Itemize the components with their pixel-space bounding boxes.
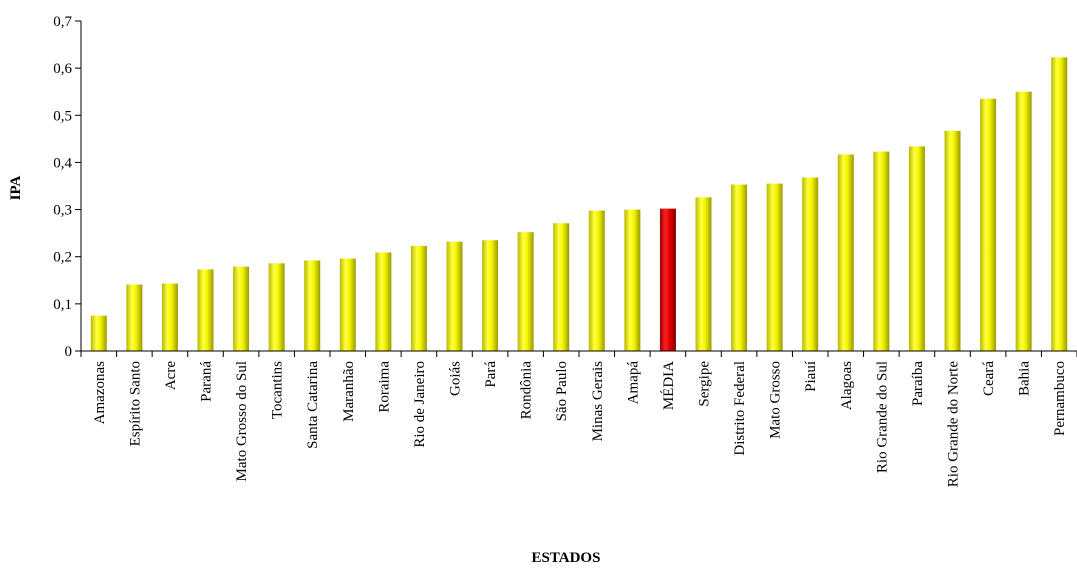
x-category-label: Bahia [1017,361,1033,396]
x-category-label: Espírito Santo [127,361,143,446]
y-axis-ticks: 0 0,1 0,2 0,3 0,4 0,5 0,6 0,7 [53,14,81,360]
bar [1015,91,1032,351]
bar [304,260,321,351]
x-category-label: Rio Grande do Sul [874,361,890,473]
bar [1051,57,1068,352]
x-category-label: Rondônia [519,361,535,420]
x-category-label: Rio de Janeiro [412,361,428,448]
y-tick-label: 0,3 [53,203,72,219]
x-category-label: Amazonas [92,361,108,424]
y-axis-title: IPA [8,175,24,200]
x-category-label: Paraná [199,361,215,402]
bar [695,197,712,351]
bar [233,266,250,351]
x-category-label: Sergipe [697,361,713,407]
x-category-label: Piauí [803,361,819,392]
bar [268,263,285,351]
bar [161,283,178,351]
bars [90,57,1068,352]
x-category-label: Pernambuco [1052,361,1068,436]
x-axis-title: ESTADOS [532,550,601,566]
x-category-label: Paraíba [910,361,926,406]
bar [482,240,499,351]
bar [410,245,427,351]
category-labels: Amazonas Espírito Santo Acre Paraná Mato Gro… [92,361,1068,488]
bar [802,177,819,351]
x-category-label: Mato Grosso [768,361,784,439]
x-category-label: Roraima [376,361,392,413]
x-category-label: Amapá [625,361,641,405]
y-tick-label: 0,7 [53,14,72,30]
bar [980,98,997,352]
bar [837,154,854,351]
bar [339,258,356,351]
bar [90,315,107,351]
bar-media [659,208,676,351]
y-tick-label: 0,4 [53,155,72,171]
x-category-label: Rio Grande do Norte [946,361,962,488]
bar [766,183,783,351]
x-category-label: Pará [483,361,499,388]
bar [446,241,463,351]
x-category-label: Acre [163,361,179,390]
bar [624,209,641,351]
bar [588,210,605,351]
y-tick-label: 0,2 [53,250,72,266]
bar [126,284,143,351]
bar [908,146,925,351]
bar [873,151,890,351]
x-category-label: Alagoas [839,361,855,410]
x-category-label: Goiás [448,361,464,396]
bar [197,269,214,351]
bar [517,232,534,351]
x-category-label: São Paulo [554,361,570,421]
y-tick-label: 0,5 [53,108,72,124]
x-category-label: Mato Grosso do Sul [234,361,250,481]
bar [375,252,392,351]
x-axis-ticks [80,351,1077,357]
x-category-label: Distrito Federal [732,361,748,456]
y-tick-label: 0,6 [53,61,72,77]
bar [944,130,961,351]
bar [553,223,570,351]
bar [731,184,748,351]
x-category-label: Santa Catarina [305,361,321,449]
x-category-label: Maranhão [341,361,357,422]
x-category-label: Minas Gerais [590,361,606,442]
y-tick-label: 0,1 [53,297,72,313]
y-tick-label: 0 [65,344,73,360]
x-category-label: Ceará [981,361,997,396]
x-category-label: MÉDIA [660,361,677,410]
x-category-label: Tocantins [270,361,286,419]
